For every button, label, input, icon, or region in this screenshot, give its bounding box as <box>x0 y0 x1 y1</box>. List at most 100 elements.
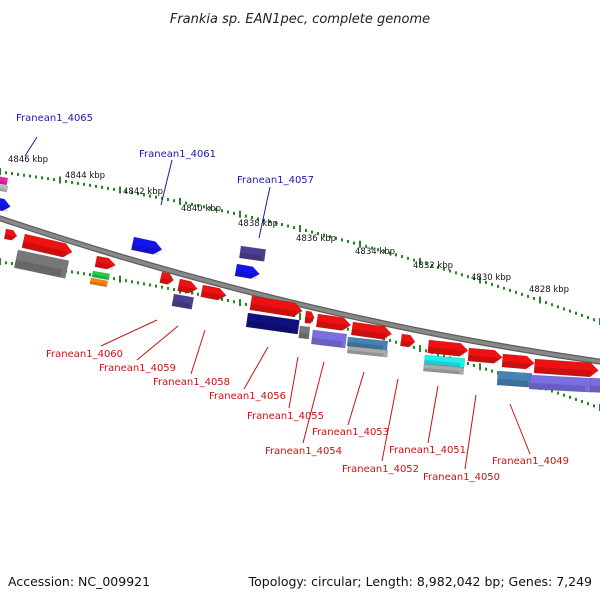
tick-mark-lower <box>131 280 133 284</box>
gene-label-franean1-4050[interactable]: Franean1_4050 <box>423 472 500 483</box>
tick-mark-upper <box>209 206 211 210</box>
tick-mark-upper <box>515 290 517 294</box>
gene-label-franean1-4054[interactable]: Franean1_4054 <box>265 446 342 457</box>
tick-mark-upper <box>161 196 163 200</box>
tick-mark-upper <box>299 225 301 232</box>
gene-label-franean1-4056[interactable]: Franean1_4056 <box>209 391 286 402</box>
gene-feature <box>304 310 315 324</box>
tick-mark-lower <box>227 299 229 303</box>
gene-label-franean1-4059[interactable]: Franean1_4059 <box>99 363 176 374</box>
tick-mark-lower <box>89 273 91 277</box>
tick-mark-upper <box>131 191 133 195</box>
tick-mark-lower <box>83 272 85 276</box>
tick-mark-upper <box>347 239 349 243</box>
gene-feature <box>467 347 503 364</box>
gene-label-franean1-4052[interactable]: Franean1_4052 <box>342 464 419 475</box>
gene-feature <box>423 354 466 368</box>
scale-label-4836: 4836 kbp <box>296 234 336 244</box>
tick-mark-upper <box>305 229 307 233</box>
tick-mark-upper <box>107 186 109 190</box>
tick-mark-lower <box>239 299 241 307</box>
gene-label-franean1-4055[interactable]: Franean1_4055 <box>247 411 324 422</box>
tick-mark-lower <box>347 327 349 331</box>
tick-mark-upper <box>455 271 457 275</box>
gene-feature <box>501 353 535 370</box>
gene-label-franean1-4057[interactable]: Franean1_4057 <box>237 175 314 186</box>
tick-mark-lower <box>581 400 583 404</box>
gene-feature <box>13 249 70 279</box>
tick-mark-lower <box>119 275 121 283</box>
tick-mark-upper <box>101 185 103 189</box>
tick-mark-upper <box>35 175 37 179</box>
tick-mark-upper <box>545 301 547 305</box>
tick-mark-upper <box>77 181 79 185</box>
tick-mark-upper <box>509 288 511 292</box>
gene-label-franean1-4051[interactable]: Franean1_4051 <box>389 445 466 456</box>
tick-mark-lower <box>5 261 7 265</box>
tick-mark-upper <box>221 209 223 213</box>
tick-mark-upper <box>473 277 475 281</box>
tick-mark-lower <box>299 313 301 320</box>
tick-mark-upper <box>155 195 157 199</box>
gene-label-franean1-4060[interactable]: Franean1_4060 <box>46 349 123 360</box>
tick-mark-lower <box>551 389 553 393</box>
gene-feature <box>238 245 267 262</box>
tick-mark-lower <box>413 345 415 349</box>
tick-mark-lower <box>11 262 13 266</box>
label-leader-line <box>381 378 399 462</box>
gene-feature <box>177 278 198 295</box>
gene-label-franean1-4065[interactable]: Franean1_4065 <box>16 113 93 124</box>
scale-label-4834: 4834 kbp <box>355 247 395 257</box>
tick-mark-upper <box>95 184 97 188</box>
gene-feature <box>200 284 227 302</box>
tick-mark-upper <box>359 240 361 248</box>
tick-mark-upper <box>485 280 487 284</box>
tick-mark-upper <box>11 172 13 176</box>
gene-label-franean1-4049[interactable]: Franean1_4049 <box>492 456 569 467</box>
tick-mark-upper <box>65 179 67 183</box>
tick-mark-upper <box>125 190 127 194</box>
scale-label-4842: 4842 kbp <box>123 187 163 197</box>
label-leader-line <box>347 371 365 426</box>
tick-mark-lower <box>155 284 157 288</box>
tick-mark-upper <box>269 220 271 224</box>
tick-mark-lower <box>167 286 169 290</box>
tick-mark-upper <box>167 197 169 201</box>
gene-label-franean1-4053[interactable]: Franean1_4053 <box>312 427 389 438</box>
tick-mark-upper <box>407 256 409 260</box>
tick-mark-lower <box>113 277 115 281</box>
tick-mark-lower <box>425 349 427 353</box>
scale-label-4838: 4838 kbp <box>238 219 278 229</box>
tick-mark-upper <box>329 235 331 239</box>
label-leader-line <box>464 394 477 470</box>
gene-feature <box>0 196 11 213</box>
tick-mark-upper <box>287 224 289 228</box>
tick-mark-upper <box>377 248 379 252</box>
tick-mark-lower <box>467 362 469 366</box>
tick-mark-upper <box>539 296 541 304</box>
gene-feature <box>399 333 416 348</box>
tick-mark-lower <box>71 270 73 274</box>
tick-mark-upper <box>89 183 91 187</box>
tick-mark-upper <box>83 182 85 186</box>
tick-mark-upper <box>5 171 7 175</box>
tick-mark-lower <box>383 337 385 341</box>
gene-feature <box>171 293 195 310</box>
gene-label-franean1-4058[interactable]: Franean1_4058 <box>153 377 230 388</box>
tick-mark-upper <box>41 176 43 180</box>
tick-mark-upper <box>497 284 499 288</box>
accession-text: Accession: NC_009921 <box>8 574 150 589</box>
tick-mark-upper <box>323 233 325 237</box>
gene-feature <box>315 313 352 332</box>
tick-mark-upper <box>203 205 205 209</box>
tick-mark-upper <box>461 273 463 277</box>
gene-label-franean1-4061[interactable]: Franean1_4061 <box>139 149 216 160</box>
label-leader-line <box>427 385 439 444</box>
tick-mark-upper <box>197 204 199 208</box>
tick-mark-upper <box>491 282 493 286</box>
tick-mark-lower <box>491 369 493 373</box>
gene-feature <box>423 363 465 375</box>
tick-mark-lower <box>587 402 589 406</box>
tick-mark-upper <box>425 262 427 266</box>
gene-feature <box>21 233 73 258</box>
